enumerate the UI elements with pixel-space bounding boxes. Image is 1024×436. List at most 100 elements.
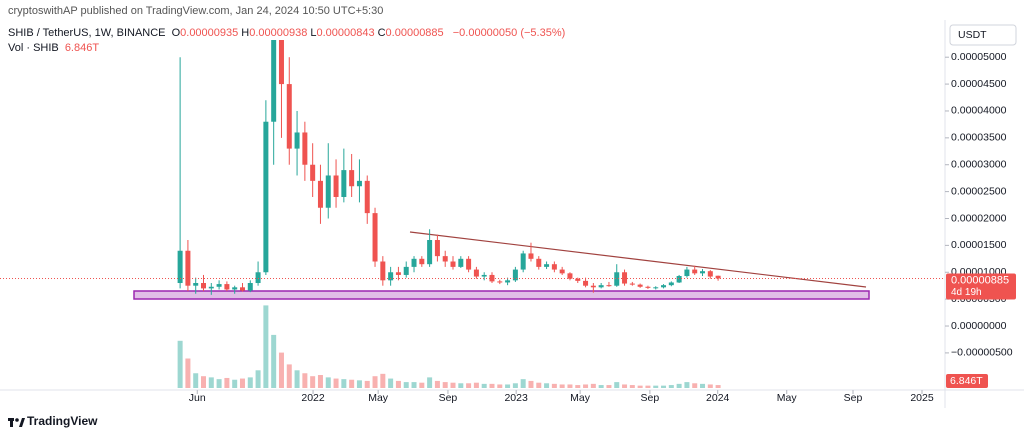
volume-bar bbox=[278, 352, 284, 388]
volume-bar bbox=[505, 384, 511, 388]
volume-bar bbox=[411, 382, 417, 388]
volume-bar bbox=[520, 379, 526, 388]
volume-bar bbox=[676, 383, 682, 388]
x-tick-label: 2022 bbox=[301, 392, 325, 404]
y-tick-label: 0.00001500 bbox=[951, 239, 1007, 251]
candle-body bbox=[403, 266, 409, 275]
candle-body bbox=[201, 283, 207, 289]
candle-body bbox=[653, 287, 659, 289]
ohlc-value: 0.00000885 bbox=[385, 27, 444, 39]
volume-bar bbox=[684, 382, 690, 388]
candle-body bbox=[700, 271, 706, 274]
y-tick-label: 0.00002500 bbox=[951, 185, 1007, 197]
ohlc-value: 0.00000843 bbox=[316, 27, 375, 39]
ohlc-key: O bbox=[171, 27, 181, 39]
volume-bar bbox=[442, 382, 448, 388]
y-tick-label: 0.00000000 bbox=[951, 320, 1007, 332]
candle-body bbox=[528, 253, 534, 259]
volume-bar bbox=[466, 383, 472, 388]
symbol-line: SHIB / TetherUS, 1W, BINANCE O0.00000935… bbox=[8, 27, 568, 39]
candle-body bbox=[575, 278, 581, 281]
volume-bar bbox=[403, 382, 409, 388]
candle-body bbox=[239, 287, 245, 291]
volume-bar bbox=[567, 384, 573, 388]
volume-bar bbox=[598, 385, 604, 388]
candle-body bbox=[341, 170, 347, 197]
x-tick-label: 2025 bbox=[910, 392, 934, 404]
volume-name: Vol · SHIB bbox=[8, 42, 59, 54]
footer-text: TradingView bbox=[27, 414, 98, 428]
volume-bar bbox=[239, 378, 245, 388]
x-tick-label: 2024 bbox=[706, 392, 730, 404]
logo bbox=[8, 418, 25, 427]
candle-body bbox=[629, 283, 635, 285]
candle-body bbox=[302, 132, 308, 165]
x-tick-label: May bbox=[570, 392, 591, 404]
ohlc-key: C bbox=[377, 27, 386, 39]
candle-body bbox=[325, 175, 331, 208]
candle-body bbox=[356, 180, 362, 187]
price-label: 0.00000885 bbox=[951, 274, 1009, 286]
currency-box[interactable] bbox=[949, 24, 1017, 46]
candle-body bbox=[466, 258, 472, 270]
y-tick-label: −0.00000500 bbox=[951, 347, 1013, 359]
y-tick-label: 0.00004000 bbox=[951, 105, 1007, 117]
candle-body bbox=[247, 283, 253, 291]
candle-body bbox=[559, 269, 565, 274]
candle-body bbox=[177, 250, 183, 284]
volume-bar bbox=[606, 385, 612, 388]
volume-bar bbox=[185, 358, 191, 388]
volume-label-box bbox=[946, 374, 988, 388]
candle-body bbox=[458, 258, 464, 267]
y-tick-label: 0.00003500 bbox=[951, 132, 1007, 144]
candle-body bbox=[645, 286, 651, 288]
y-tick-label: 0.00000500 bbox=[951, 293, 1007, 305]
x-tick-label: May bbox=[777, 392, 798, 404]
candle-body bbox=[668, 282, 674, 286]
candle-body bbox=[388, 272, 394, 281]
volume-bar bbox=[450, 382, 456, 388]
candle-body bbox=[544, 264, 550, 267]
candle-body bbox=[208, 286, 214, 289]
volume-bar bbox=[317, 375, 323, 388]
candle-body bbox=[512, 269, 518, 281]
volume-bar bbox=[193, 373, 199, 388]
volume-value: 6.846T bbox=[64, 42, 100, 54]
volume-bar bbox=[668, 385, 674, 388]
volume-bar bbox=[551, 383, 557, 388]
candle-body bbox=[442, 256, 448, 262]
x-tick-label: Jun bbox=[189, 392, 206, 404]
candle-body bbox=[536, 258, 542, 267]
volume-bar bbox=[263, 305, 269, 388]
volume-bar bbox=[427, 377, 433, 388]
volume-bar bbox=[458, 383, 464, 388]
volume-label: 6.846T bbox=[950, 375, 983, 387]
volume-bar bbox=[645, 385, 651, 388]
volume-bar bbox=[590, 383, 596, 388]
price-label-box bbox=[946, 273, 1016, 300]
volume-bar bbox=[271, 334, 277, 388]
candle-body bbox=[255, 272, 261, 284]
candle-body bbox=[684, 269, 690, 277]
volume-bar bbox=[481, 383, 487, 388]
volume-bar bbox=[177, 340, 183, 388]
x-tick-label: Sep bbox=[641, 392, 660, 404]
volume-bar bbox=[692, 383, 698, 388]
volume-bar bbox=[575, 385, 581, 388]
volume-bar bbox=[294, 370, 300, 388]
x-tick-label: May bbox=[368, 392, 389, 404]
candle-body bbox=[271, 40, 277, 122]
volume-bar bbox=[637, 385, 643, 388]
x-tick-label: Sep bbox=[439, 392, 458, 404]
volume-bar bbox=[629, 385, 635, 388]
candle-body bbox=[473, 269, 479, 277]
volume-line: Vol · SHIB 6.846T bbox=[8, 42, 102, 54]
ohlc-value: 0.00000935 bbox=[180, 27, 239, 39]
candle-body bbox=[232, 287, 238, 290]
volume-bar bbox=[232, 379, 238, 388]
volume-bar bbox=[622, 384, 628, 388]
candle-body bbox=[349, 170, 355, 187]
candle-body bbox=[450, 261, 456, 267]
